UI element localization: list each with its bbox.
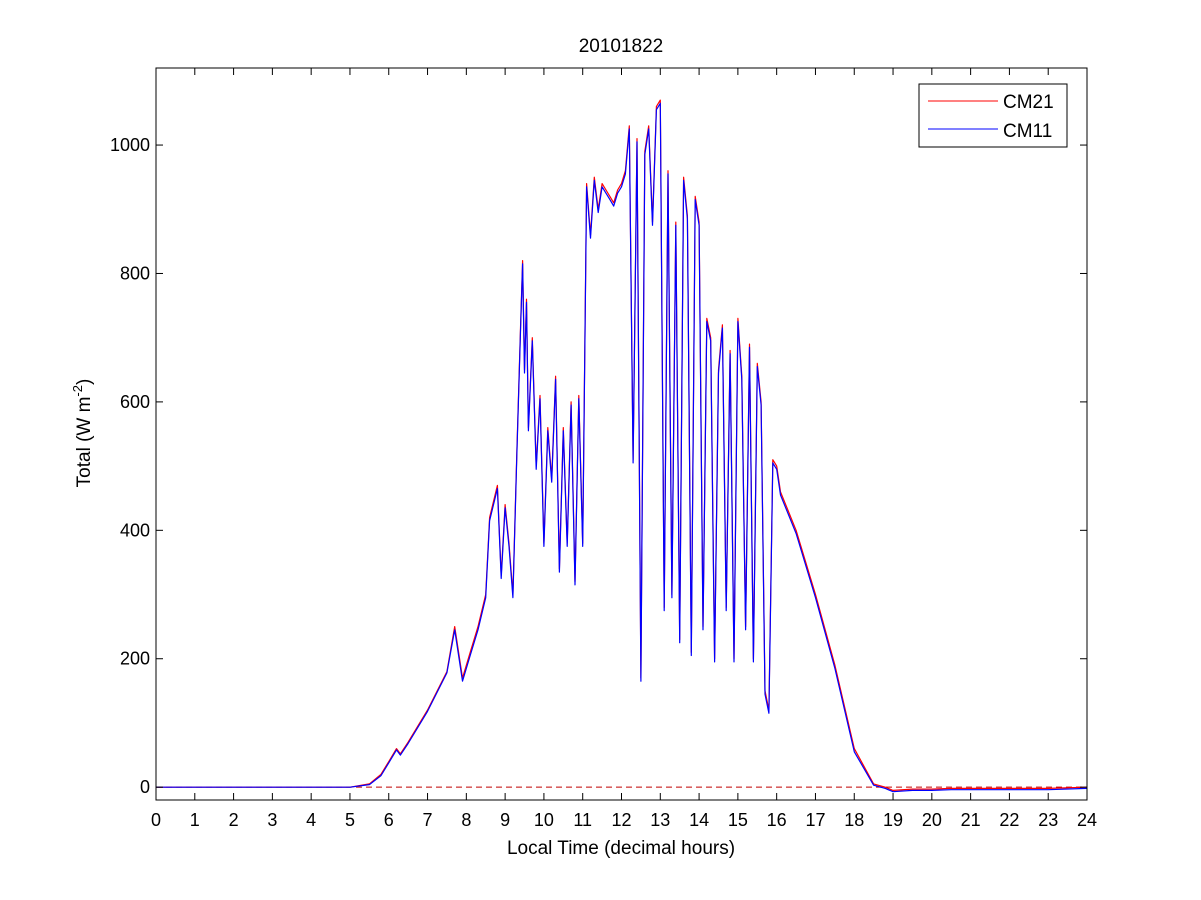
y-tick-label: 200 (120, 649, 150, 669)
x-tick-label: 18 (844, 810, 864, 830)
legend-box (918, 83, 1068, 148)
x-tick-label: 16 (767, 810, 787, 830)
x-tick-label: 12 (611, 810, 631, 830)
x-tick-label: 5 (345, 810, 355, 830)
x-tick-label: 10 (534, 810, 554, 830)
x-tick-label: 0 (151, 810, 161, 830)
y-tick-label: 0 (140, 777, 150, 797)
x-tick-label: 1 (190, 810, 200, 830)
x-tick-label: 11 (573, 810, 592, 830)
x-tick-label: 24 (1077, 810, 1097, 830)
y-tick-label: 400 (120, 520, 150, 540)
x-tick-label: 22 (999, 810, 1019, 830)
y-tick-label: 600 (120, 392, 150, 412)
x-tick-label: 19 (883, 810, 903, 830)
x-tick-label: 21 (961, 810, 981, 830)
x-tick-label: 3 (267, 810, 277, 830)
x-tick-label: 4 (306, 810, 316, 830)
y-axis-label: Total (W m-2) (70, 379, 95, 488)
x-tick-label: 15 (728, 810, 748, 830)
y-axis-label-close: ) (74, 379, 95, 385)
legend: CM21 CM11 (918, 83, 1068, 148)
x-tick-label: 8 (461, 810, 471, 830)
x-tick-label: 13 (650, 810, 670, 830)
x-tick-label: 2 (229, 810, 239, 830)
x-tick-label: 6 (384, 810, 394, 830)
y-axis-label-superscript: -2 (70, 385, 85, 397)
x-tick-label: 7 (423, 810, 433, 830)
x-tick-label: 23 (1038, 810, 1058, 830)
series-line-cm11 (156, 102, 1088, 793)
x-axis-label: Local Time (decimal hours) (507, 838, 735, 859)
y-axis-label-main: Total (W m (74, 397, 95, 488)
chart-title: 20101822 (579, 36, 664, 57)
x-tick-label: 9 (500, 810, 510, 830)
x-tick-label: 17 (805, 810, 825, 830)
y-tick-label: 1000 (110, 135, 150, 155)
x-tick-label: 14 (689, 810, 709, 830)
legend-label-cm21: CM21 (1003, 92, 1054, 113)
legend-label-cm11: CM11 (1003, 121, 1052, 142)
x-tick-label: 20 (922, 810, 942, 830)
plot-area: 0 1 2 3 4 5 6 7 8 9 10 11 12 13 14 15 16 17 18 19 20 21 22 23 24… (110, 67, 1097, 830)
y-tick-label: 800 (120, 263, 150, 283)
